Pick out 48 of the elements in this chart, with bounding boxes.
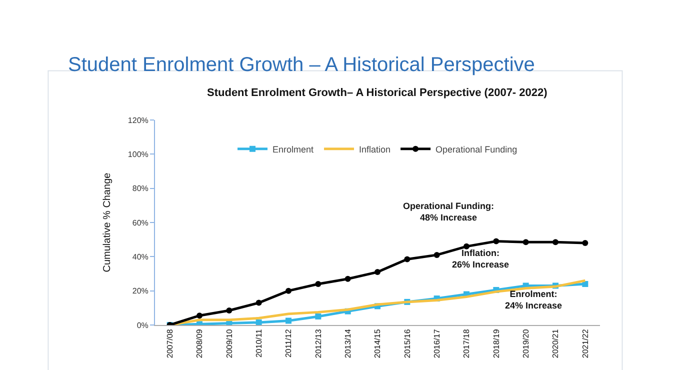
point [344, 276, 351, 282]
legend-label: Operational Funding [436, 144, 518, 154]
point [404, 256, 410, 262]
point [256, 300, 262, 306]
y-axis-title: Cumulative % Change [102, 172, 113, 272]
y-tick-label: 100% [128, 150, 148, 159]
point [226, 307, 232, 314]
x-tick-label: 2009/10 [224, 328, 234, 358]
legend-label: Enrolment [272, 144, 314, 154]
annotation: Enrolment: 24% Increase [505, 289, 562, 311]
x-tick-label: 2011/12 [284, 328, 294, 358]
y-tick-label: 20% [132, 286, 148, 296]
x-tick-label: 2013/14 [343, 328, 352, 358]
x-tick-label: 2017/18 [462, 328, 472, 358]
point [464, 243, 470, 250]
x-tick-label: 2021/22 [580, 328, 590, 358]
y-tick-label: 80% [132, 184, 148, 194]
point [552, 239, 558, 246]
point [434, 252, 440, 258]
annotation: Operational Funding: 48% Increase [403, 201, 494, 223]
point [256, 319, 262, 325]
point [196, 312, 202, 319]
chart-title: Student Enrolment Growth – A Historical Perspective [68, 54, 535, 76]
annotation: Inflation: 26% Increase [452, 248, 510, 270]
chart-subtitle: Student Enrolment Growth– A Historical Perspective (2007- 2022) [207, 87, 548, 99]
x-tick-label: 2016/17 [432, 328, 442, 358]
point [582, 240, 588, 246]
point [315, 281, 322, 287]
x-tick-label: 2015/16 [402, 328, 412, 358]
point [315, 313, 322, 320]
y-tick-label: 0% [136, 320, 148, 330]
x-tick-label: 2008/09 [195, 328, 204, 358]
point [286, 318, 292, 324]
x-tick-label: 2010/11 [254, 328, 264, 358]
y-tick-label: 120% [128, 116, 148, 125]
x-tick-label: 2018/19 [492, 328, 501, 358]
y-tick-label: 40% [132, 252, 148, 262]
point [522, 239, 529, 246]
point [286, 288, 292, 294]
x-tick-label: 2014/15 [373, 328, 382, 358]
x-tick-label: 2007/08 [165, 328, 174, 358]
point [493, 238, 500, 244]
point [374, 269, 380, 276]
legend-label: Inflation [359, 144, 391, 154]
x-tick-label: 2020/21 [551, 328, 560, 358]
x-tick-label: 2012/13 [314, 328, 323, 358]
y-tick-label: 60% [132, 218, 148, 228]
x-tick-label: 2019/20 [521, 328, 530, 358]
